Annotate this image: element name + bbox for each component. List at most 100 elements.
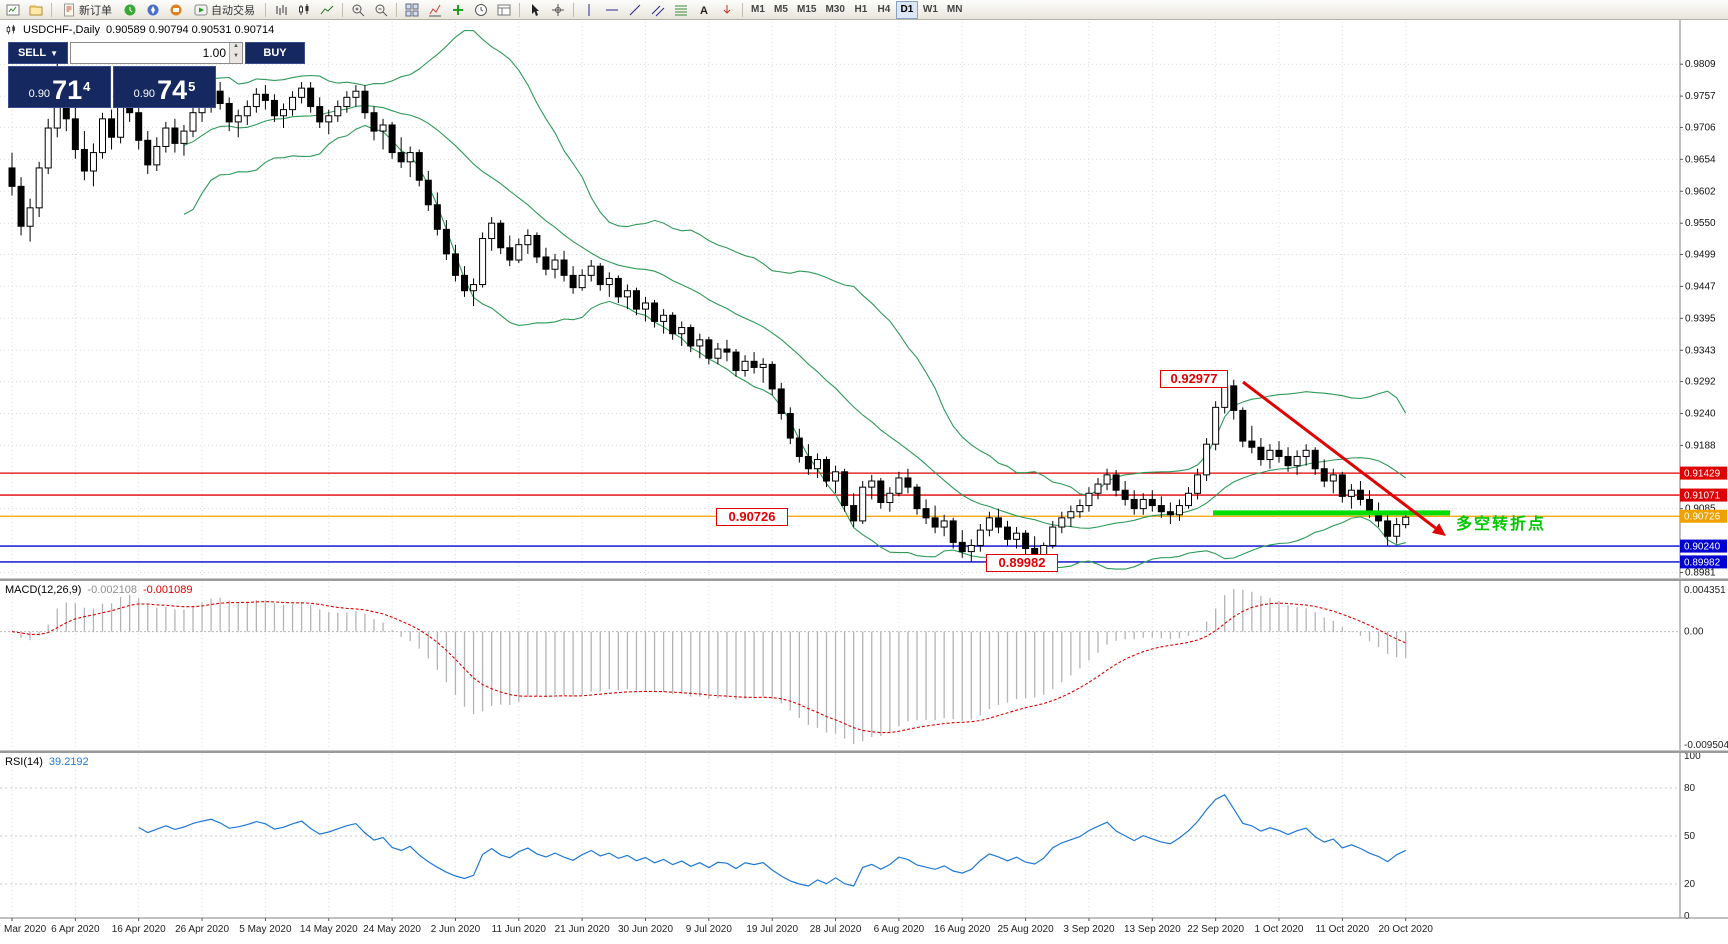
svg-text:0.9550: 0.9550 <box>1685 218 1716 229</box>
new-order-button[interactable]: 新订单 <box>56 1 118 19</box>
svg-text:20: 20 <box>1684 879 1696 890</box>
profiles-icon <box>29 3 43 17</box>
horizontal-line-icon[interactable] <box>601 1 623 19</box>
volume-up-button[interactable]: ▲ <box>230 43 242 53</box>
zoom-out-icon <box>374 3 388 17</box>
timeframe-h4-button[interactable]: H4 <box>873 1 895 19</box>
trendline-icon[interactable] <box>624 1 646 19</box>
svg-text:0.91429: 0.91429 <box>1684 469 1721 480</box>
bar-chart-icon[interactable] <box>270 1 292 19</box>
svg-text:0.00: 0.00 <box>1684 627 1704 638</box>
text-icon[interactable]: A <box>693 1 715 19</box>
rsi-indicator-label: RSI(14) 39.2192 <box>5 756 89 768</box>
svg-text:0.9757: 0.9757 <box>1685 91 1716 102</box>
horizontal-lines <box>0 472 1680 563</box>
svg-text:3 Sep 2020: 3 Sep 2020 <box>1063 924 1115 935</box>
svg-text:0.9654: 0.9654 <box>1685 154 1716 165</box>
new-order-icon <box>62 3 76 17</box>
svg-text:30 Jun 2020: 30 Jun 2020 <box>618 924 673 935</box>
svg-text:2 Jun 2020: 2 Jun 2020 <box>431 924 481 935</box>
sell-label: SELL <box>17 47 47 59</box>
ask-big-digits: 74 <box>157 75 188 105</box>
market-watch-icon[interactable] <box>119 1 141 19</box>
zoom-out-icon[interactable] <box>370 1 392 19</box>
timeframe-m15-button[interactable]: M15 <box>793 1 820 19</box>
volume-input[interactable] <box>71 43 229 63</box>
channel-icon <box>651 3 665 17</box>
one-click-trading-panel: SELL ▼ ▲ ▼ BUY 0.90 71 4 0.90 7 <box>8 42 305 108</box>
volume-spinner: ▲ ▼ <box>229 43 242 63</box>
tile-windows-icon[interactable] <box>401 1 423 19</box>
timeframe-d1-button[interactable]: D1 <box>895 0 918 19</box>
channel-icon[interactable] <box>647 1 669 19</box>
timeframe-h1-button[interactable]: H1 <box>850 1 872 19</box>
timeframe-mn-button[interactable]: MN <box>943 1 967 19</box>
toolbar-separator <box>51 2 52 17</box>
cursor-icon <box>528 3 542 17</box>
timeframe-m1-button[interactable]: M1 <box>747 1 769 19</box>
bid-small-digits: 0.90 <box>28 88 51 100</box>
timeframe-w1-button-label: W1 <box>922 4 938 15</box>
svg-text:20 Oct 2020: 20 Oct 2020 <box>1378 924 1433 935</box>
timeframe-m30-button[interactable]: M30 <box>821 1 848 19</box>
svg-text:0.9343: 0.9343 <box>1685 345 1716 356</box>
crosshair-icon <box>551 3 565 17</box>
autotrading-button[interactable]: 自动交易 <box>188 1 261 19</box>
chevron-down-icon: ▼ <box>50 48 59 58</box>
new-chart-icon[interactable] <box>2 1 24 19</box>
timeframe-m5-button[interactable]: M5 <box>770 1 792 19</box>
svg-text:80: 80 <box>1684 783 1696 794</box>
fibonacci-icon[interactable] <box>670 1 692 19</box>
macd-name: MACD(12,26,9) <box>5 584 82 596</box>
add-indicator-icon[interactable] <box>447 1 469 19</box>
zoom-in-icon[interactable] <box>347 1 369 19</box>
svg-text:0.9188: 0.9188 <box>1685 440 1716 451</box>
periods-icon[interactable] <box>470 1 492 19</box>
panel-splitter-macd[interactable] <box>0 578 1728 581</box>
vertical-line-icon[interactable] <box>578 1 600 19</box>
svg-text:50: 50 <box>1684 831 1696 842</box>
svg-text:21 Jun 2020: 21 Jun 2020 <box>555 924 610 935</box>
volume-down-button[interactable]: ▼ <box>230 53 242 63</box>
line-chart-icon <box>320 3 334 17</box>
toolbar-separator <box>342 2 343 17</box>
bid-price-button[interactable]: 0.90 71 4 <box>8 66 111 108</box>
profiles-icon[interactable] <box>25 1 47 19</box>
svg-text:1 Oct 2020: 1 Oct 2020 <box>1255 924 1304 935</box>
text-icon: A <box>697 3 711 17</box>
timeframe-w1-button[interactable]: W1 <box>919 1 942 19</box>
terminal-icon[interactable] <box>165 1 187 19</box>
navigator-icon[interactable] <box>142 1 164 19</box>
ask-pip-digit: 5 <box>188 79 196 94</box>
templates-icon[interactable] <box>493 1 515 19</box>
chart-window-icon <box>5 24 17 36</box>
svg-text:11 Oct 2020: 11 Oct 2020 <box>1315 924 1369 935</box>
cursor-icon[interactable] <box>524 1 546 19</box>
buy-button[interactable]: BUY <box>245 42 305 64</box>
arrows-icon <box>720 3 734 17</box>
trendline-icon <box>628 3 642 17</box>
candlestick-chart-icon <box>297 3 311 17</box>
svg-text:100: 100 <box>1684 751 1701 762</box>
horizontal-line-icon <box>605 3 619 17</box>
sell-button[interactable]: SELL ▼ <box>8 42 68 64</box>
arrows-icon[interactable] <box>716 1 738 19</box>
rsi-panel: 100 80 50 20 0 <box>0 751 1701 922</box>
crosshair-icon[interactable] <box>547 1 569 19</box>
svg-text:0.9447: 0.9447 <box>1685 281 1716 292</box>
timeframe-m30-button-label: M30 <box>825 4 845 15</box>
svg-text:28 Jul 2020: 28 Jul 2020 <box>810 924 862 935</box>
line-chart-icon[interactable] <box>316 1 338 19</box>
tile-windows-icon <box>405 3 419 17</box>
price-tag-90726: 0.90726 <box>716 508 788 526</box>
ask-price-button[interactable]: 0.90 74 5 <box>113 66 216 108</box>
rsi-name: RSI(14) <box>5 756 43 768</box>
trend-arrow <box>1242 380 1446 536</box>
new-chart-icon <box>6 3 20 17</box>
candlestick-chart-icon[interactable] <box>293 1 315 19</box>
svg-text:0.89982: 0.89982 <box>1684 557 1721 568</box>
macd-indicator-label: MACD(12,26,9) -0.002108 -0.001089 <box>5 584 193 596</box>
panel-splitter-rsi[interactable] <box>0 750 1728 753</box>
indicators-icon[interactable] <box>424 1 446 19</box>
